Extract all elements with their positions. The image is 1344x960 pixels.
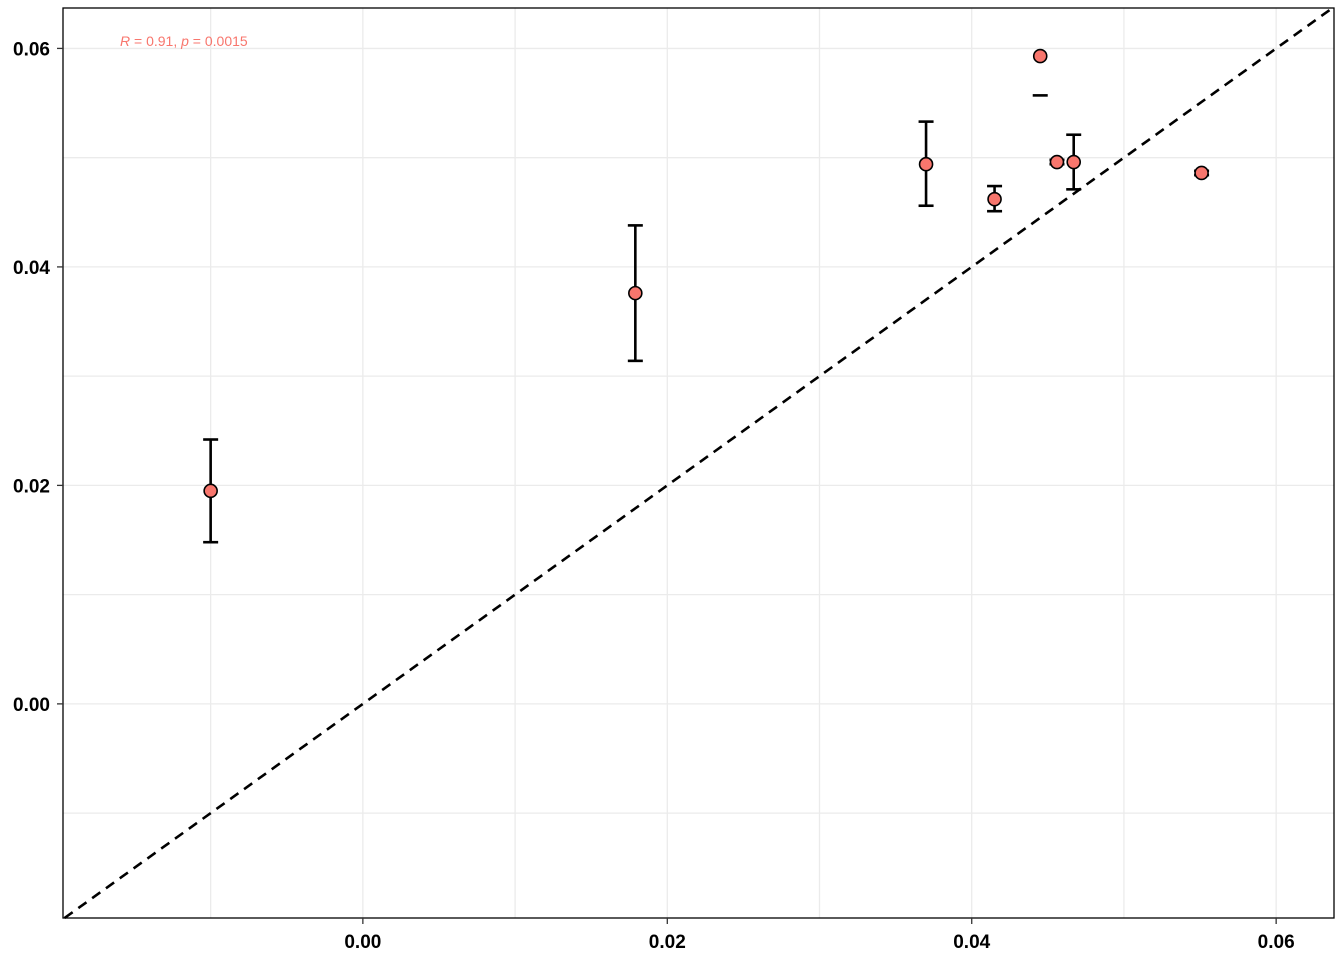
correlation-annotation: R = 0.91, p = 0.0015	[120, 33, 248, 49]
x-tick-label: 0.04	[953, 932, 990, 953]
panel-border	[62, 7, 1335, 919]
x-tick-label: 0.02	[649, 932, 686, 953]
data-point	[1032, 48, 1048, 64]
data-point	[1066, 154, 1082, 170]
y-tick-label: 0.06	[13, 39, 50, 60]
data-points	[203, 48, 1209, 499]
data-point	[628, 285, 643, 301]
data-point	[1049, 154, 1065, 170]
grid-lines	[63, 8, 1334, 918]
r-value: = 0.91,	[130, 33, 181, 49]
p-label: p	[180, 33, 189, 49]
data-point	[918, 156, 934, 172]
p-value: = 0.0015	[189, 33, 248, 49]
x-tick-label: 0.06	[1258, 932, 1295, 953]
y-axis: 0.00 0.02 0.04 0.06	[13, 39, 63, 716]
data-point	[1194, 165, 1209, 181]
identity-line	[63, 6, 1334, 920]
identity-reference-line	[63, 6, 1334, 920]
y-tick-label: 0.02	[13, 476, 50, 497]
r-label: R	[120, 33, 130, 49]
data-point	[203, 483, 218, 499]
y-tick-label: 0.04	[13, 258, 50, 279]
data-point	[987, 191, 1002, 207]
x-tick-label: 0.00	[344, 932, 381, 953]
x-axis: 0.00 0.02 0.04 0.06	[344, 918, 1295, 953]
y-tick-label: 0.00	[13, 695, 50, 716]
